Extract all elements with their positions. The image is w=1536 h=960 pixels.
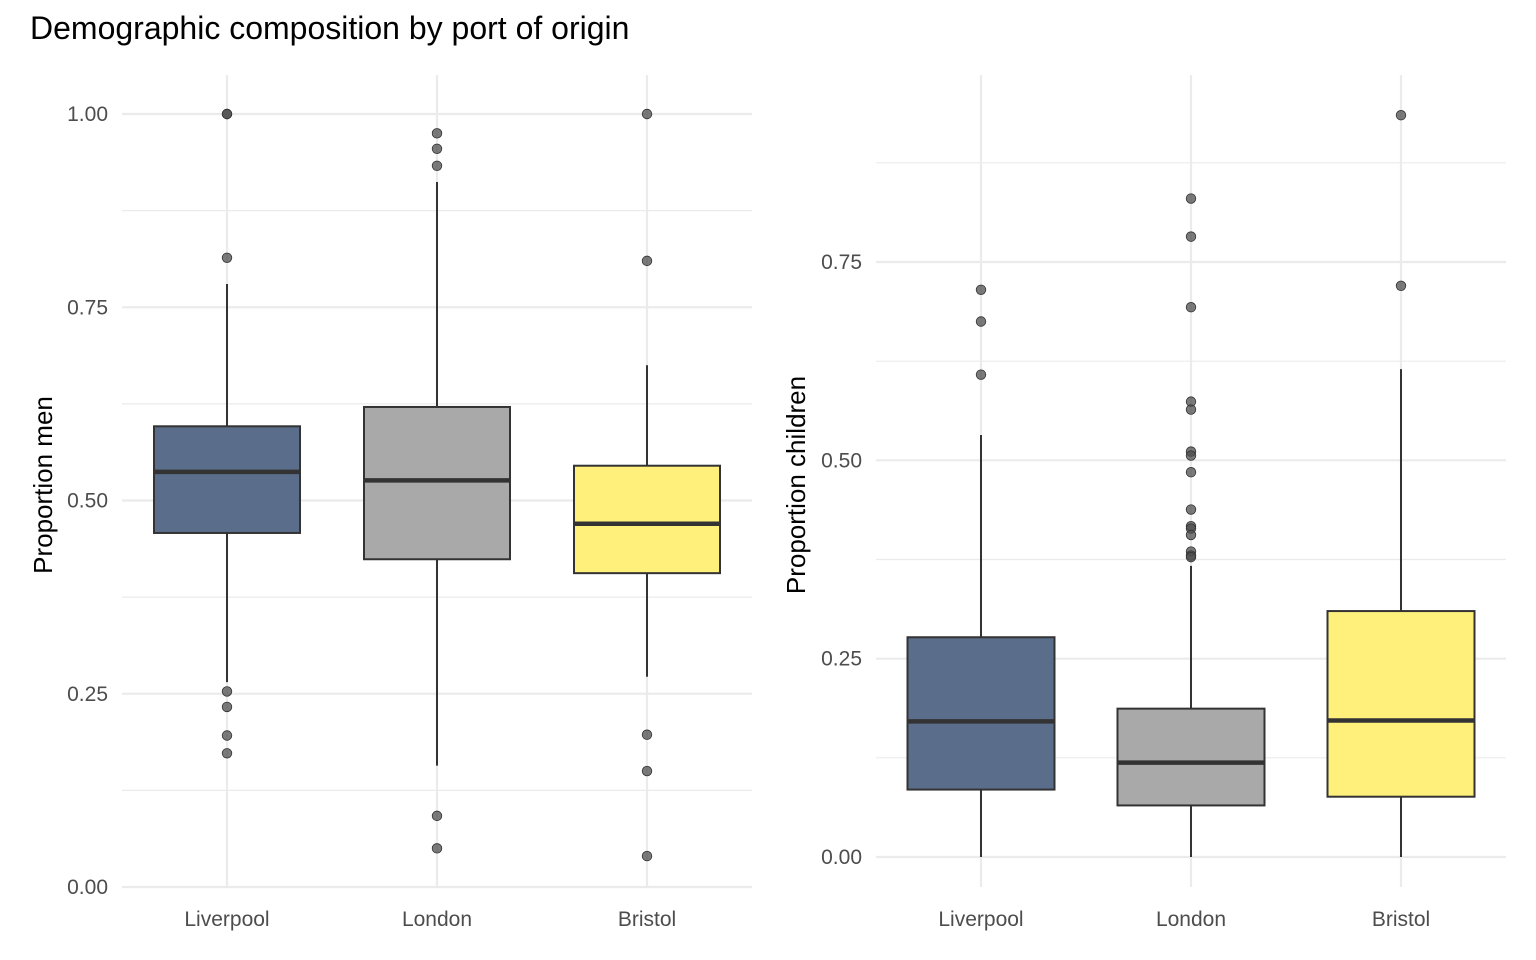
- outlier-point: [641, 255, 653, 267]
- outlier-point: [1185, 529, 1197, 541]
- panel-proportion-men: 0.00 0.25 0.50 0.75 1.00 Liverpool London Brist…: [28, 75, 752, 931]
- outlier-point: [641, 850, 653, 862]
- outlier-point: [641, 765, 653, 777]
- outlier-point: [431, 128, 443, 139]
- y-axis-title: Proportion children: [781, 376, 811, 594]
- outlier-point: [975, 316, 987, 327]
- y-tick-label: 0.00: [821, 846, 862, 869]
- y-tick-label: 0.75: [821, 251, 862, 274]
- x-tick-label: Bristol: [618, 908, 676, 931]
- outlier-point: [431, 810, 443, 822]
- y-tick-label: 0.00: [67, 876, 108, 899]
- outlier-point: [975, 369, 987, 380]
- x-tick-label: London: [402, 908, 472, 931]
- box-london: [363, 405, 511, 561]
- outlier-point: [1185, 231, 1197, 242]
- x-tick-label: Liverpool: [184, 908, 269, 931]
- outlier-point: [221, 701, 233, 713]
- outlier-point: [1185, 193, 1197, 204]
- x-tick-label: Liverpool: [938, 908, 1023, 931]
- box-london: [1116, 707, 1266, 807]
- box-liverpool: [153, 425, 301, 534]
- outlier-point: [1185, 467, 1197, 478]
- outlier-point: [221, 108, 233, 120]
- chart-title: Demographic composition by port of origi…: [30, 10, 630, 46]
- y-tick-label: 0.50: [821, 449, 862, 472]
- y-tick-label: 0.25: [821, 648, 862, 671]
- y-tick-label: 0.75: [67, 296, 108, 319]
- x-tick-label: London: [1156, 908, 1226, 931]
- outlier-point: [431, 143, 443, 154]
- outlier-point: [975, 284, 987, 295]
- outlier-point: [221, 748, 233, 759]
- panel-proportion-children: 0.00 0.25 0.50 0.75 Liverpool London Bristol Pr…: [781, 75, 1506, 931]
- outlier-point: [641, 108, 653, 120]
- outlier-point: [221, 686, 233, 697]
- box-bristol: [1326, 610, 1476, 798]
- outlier-point: [221, 730, 233, 741]
- x-tick-label: Bristol: [1372, 908, 1430, 931]
- y-tick-label: 0.50: [67, 490, 108, 513]
- box-liverpool: [906, 636, 1056, 791]
- outlier-point: [1185, 450, 1197, 461]
- outlier-point: [1185, 404, 1197, 415]
- outlier-point: [1185, 551, 1197, 563]
- box-bristol: [573, 464, 721, 575]
- outlier-point: [641, 729, 653, 740]
- outlier-point: [1395, 110, 1407, 121]
- outlier-point: [1395, 280, 1407, 292]
- y-tick-label: 1.00: [67, 103, 108, 126]
- outlier-point: [1185, 302, 1197, 313]
- outlier-point: [1185, 504, 1197, 515]
- outlier-point: [221, 252, 233, 263]
- y-tick-label: 0.25: [67, 683, 108, 706]
- outlier-point: [431, 843, 443, 854]
- outlier-point: [431, 160, 443, 171]
- y-axis-title: Proportion men: [28, 396, 58, 574]
